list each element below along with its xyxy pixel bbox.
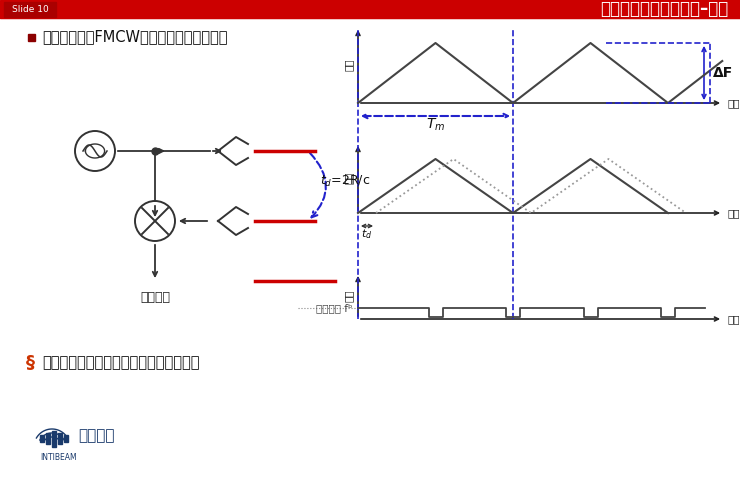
Bar bbox=[0, 0, 740, 18]
Text: 时间: 时间 bbox=[727, 208, 739, 218]
Text: 最广泛应用的FMCW调制的毫米波雷达原理: 最广泛应用的FMCW调制的毫米波雷达原理 bbox=[42, 29, 227, 45]
Text: $t_d$=2R/c: $t_d$=2R/c bbox=[320, 173, 370, 189]
Text: §: § bbox=[26, 354, 35, 372]
Text: 中频信号: 中频信号 bbox=[140, 291, 170, 304]
Text: $t_d$: $t_d$ bbox=[361, 227, 373, 241]
Text: Slide 10: Slide 10 bbox=[12, 4, 48, 13]
Bar bbox=[46, 433, 50, 444]
Text: $T_m$: $T_m$ bbox=[425, 117, 445, 134]
Text: 频率: 频率 bbox=[344, 59, 354, 71]
Bar bbox=[58, 433, 62, 444]
Text: 频率: 频率 bbox=[344, 290, 354, 302]
Text: 时间: 时间 bbox=[727, 98, 739, 108]
Text: ΔF: ΔF bbox=[713, 66, 733, 80]
Bar bbox=[52, 431, 56, 447]
Text: 智波科技: 智波科技 bbox=[78, 429, 115, 443]
Bar bbox=[64, 435, 68, 442]
Text: 毫米波雷达的基本原理–测距: 毫米波雷达的基本原理–测距 bbox=[599, 0, 728, 18]
Text: INTIBEAM: INTIBEAM bbox=[40, 453, 77, 462]
Bar bbox=[40, 435, 44, 442]
Text: 频率: 频率 bbox=[344, 172, 354, 184]
Bar bbox=[28, 34, 35, 41]
Bar bbox=[4, 2, 56, 17]
Text: 差拍频率 fᵇ: 差拍频率 fᵇ bbox=[317, 303, 353, 313]
Text: 在此基础上衍生了很多更高级的调制方式: 在此基础上衍生了很多更高级的调制方式 bbox=[42, 355, 200, 371]
Text: 时间: 时间 bbox=[727, 314, 739, 324]
